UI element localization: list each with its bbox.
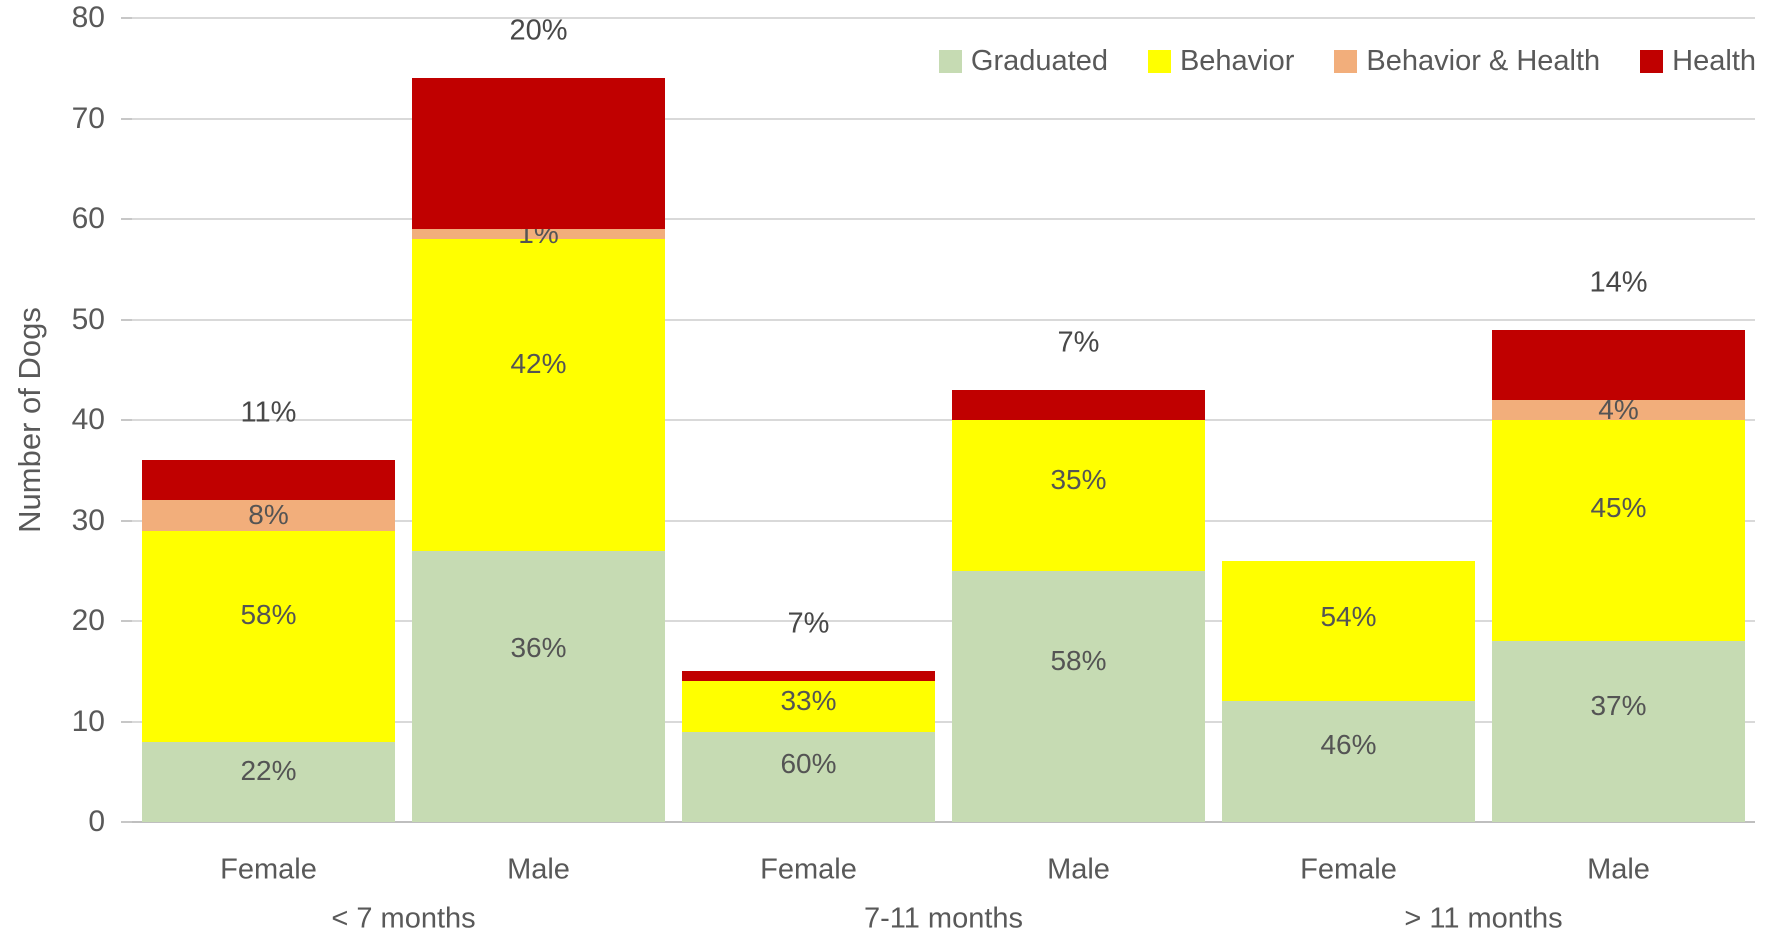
bar-segment-health xyxy=(142,460,395,501)
segment-percent-label: 45% xyxy=(1590,492,1647,524)
y-tick-mark xyxy=(121,218,132,220)
bar-segment-behavior-health xyxy=(412,229,665,240)
legend-item-behavior: Behavior xyxy=(1147,45,1295,78)
legend-item-behavior-health: Behavior & Health xyxy=(1334,45,1600,78)
legend-label: Behavior xyxy=(1179,45,1295,77)
segment-percent-label: 60% xyxy=(780,748,837,780)
gridline xyxy=(132,720,1755,723)
bar-segment-behavior xyxy=(412,239,665,551)
bar-segment-graduated xyxy=(952,570,1205,822)
gridline xyxy=(132,419,1755,421)
y-tick-label: 60 xyxy=(71,202,105,235)
legend-swatch-health xyxy=(1640,50,1664,73)
bar-segment-health xyxy=(1492,329,1745,400)
segment-percent-label: 37% xyxy=(1590,690,1647,722)
x-axis-line xyxy=(132,821,1755,823)
legend-swatch-graduated xyxy=(938,50,962,73)
y-tick-label: 40 xyxy=(71,403,105,436)
y-tick-label: 30 xyxy=(71,503,105,537)
y-tick-mark xyxy=(121,620,132,622)
bar-segment-behavior xyxy=(682,681,935,732)
gridline xyxy=(132,17,1755,19)
x-label-male-3: Male xyxy=(1047,853,1110,886)
legend-item-graduated: Graduated xyxy=(938,45,1108,78)
segment-percent-label: 58% xyxy=(1050,645,1107,677)
y-tick-label: 80 xyxy=(71,1,105,34)
bar-segment-behavior xyxy=(952,420,1205,571)
y-tick-mark xyxy=(121,318,132,321)
gridline xyxy=(132,318,1755,321)
health-percent-label: 7% xyxy=(787,607,830,640)
bar-segment-health xyxy=(682,671,935,682)
y-tick-mark xyxy=(121,821,132,823)
group-label-2: > 11 months xyxy=(1404,902,1563,935)
y-tick-mark xyxy=(121,17,132,19)
bar-segment-health xyxy=(952,389,1205,420)
x-label-female-4: Female xyxy=(1300,853,1397,886)
bar-segment-behavior xyxy=(142,530,395,742)
segment-percent-label: 35% xyxy=(1050,464,1107,496)
legend-label: Behavior & Health xyxy=(1366,45,1601,77)
legend-label: Graduated xyxy=(970,45,1108,77)
y-tick-mark xyxy=(121,519,132,522)
bar-segment-behavior-health xyxy=(1492,399,1745,420)
y-tick-mark xyxy=(121,117,132,120)
segment-percent-label: 8% xyxy=(248,499,289,531)
segment-percent-label: 46% xyxy=(1320,728,1377,760)
health-percent-label: 11% xyxy=(240,396,297,429)
group-label-1: 7-11 months xyxy=(863,902,1024,935)
y-tick-mark xyxy=(121,419,132,421)
bar-segment-graduated xyxy=(1222,701,1475,822)
bar-segment-health xyxy=(412,78,665,230)
segment-percent-label: 36% xyxy=(510,632,567,664)
segment-percent-label: 33% xyxy=(780,685,837,717)
y-tick-label: 10 xyxy=(71,704,105,738)
y-tick-label: 50 xyxy=(71,302,105,336)
segment-percent-label: 22% xyxy=(240,754,297,786)
legend: Graduated Behavior Behavior & Health Health xyxy=(938,45,1756,78)
x-label-female-2: Female xyxy=(760,853,857,886)
health-percent-label: 7% xyxy=(1057,326,1100,359)
bar-segment-graduated xyxy=(1492,641,1745,822)
legend-swatch-behavior-health xyxy=(1334,50,1358,73)
health-percent-label: 20% xyxy=(509,14,568,47)
x-label-male-5: Male xyxy=(1587,853,1650,886)
legend-item-health: Health xyxy=(1640,45,1756,78)
legend-label: Health xyxy=(1672,45,1756,77)
gridline xyxy=(132,620,1755,622)
bar-segment-behavior-health xyxy=(142,500,395,531)
bar-segment-behavior xyxy=(1492,420,1745,642)
legend-swatch-behavior xyxy=(1147,50,1171,73)
y-tick-label: 0 xyxy=(88,805,105,838)
bar-segment-graduated xyxy=(412,550,665,822)
x-label-male-1: Male xyxy=(507,853,570,886)
y-tick-mark xyxy=(121,720,132,723)
gridline xyxy=(132,519,1755,522)
segment-percent-label: 54% xyxy=(1320,600,1377,632)
bar-segment-graduated xyxy=(682,731,935,822)
group-label-0: < 7 months xyxy=(331,902,476,935)
segment-percent-label: 58% xyxy=(240,598,297,630)
x-label-female-0: Female xyxy=(220,853,317,886)
gridline xyxy=(132,117,1755,120)
gridline xyxy=(132,218,1755,220)
y-tick-label: 20 xyxy=(71,604,105,637)
bar-segment-behavior xyxy=(1222,560,1475,702)
y-tick-label: 70 xyxy=(71,101,105,135)
segment-percent-label: 42% xyxy=(510,347,567,379)
bar-segment-graduated xyxy=(142,741,395,822)
health-percent-label: 14% xyxy=(1589,266,1648,299)
